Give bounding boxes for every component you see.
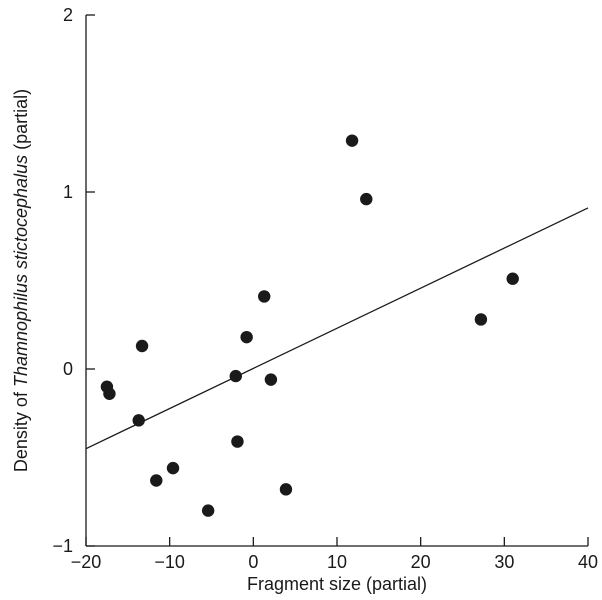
data-point (506, 272, 519, 285)
x-tick-label: 40 (578, 552, 598, 572)
data-point (166, 461, 180, 475)
data-points (100, 134, 519, 517)
y-axis-title-species: Thamnophilus stictocephalus (11, 155, 31, 387)
data-point (345, 134, 359, 147)
x-tick-label: −20 (71, 552, 102, 572)
data-point (258, 290, 271, 303)
data-point (240, 330, 253, 344)
x-tick-label: 30 (494, 552, 514, 572)
data-point (201, 504, 215, 517)
data-point (474, 313, 488, 326)
y-tick-label: 0 (63, 359, 73, 379)
data-point (279, 483, 293, 496)
x-tick-label: 0 (248, 552, 258, 572)
data-point (231, 435, 244, 448)
x-ticks: −20 −10 0 10 20 30 40 (71, 537, 598, 572)
x-tick-label: −10 (154, 552, 185, 572)
data-point (132, 414, 145, 427)
y-axis-title-prefix: Density of (11, 387, 31, 472)
x-tick-label: 20 (411, 552, 431, 572)
x-tick-label: 10 (327, 552, 347, 572)
y-axis-title: Density of Thamnophilus stictocephalus (… (11, 89, 31, 472)
data-point (150, 474, 163, 487)
data-point (229, 369, 242, 383)
y-tick-label: 2 (63, 5, 73, 25)
data-point (103, 387, 116, 400)
y-tick-label: −1 (52, 536, 73, 556)
data-point (360, 192, 373, 206)
x-axis-title: Fragment size (partial) (247, 574, 427, 594)
y-tick-label: 1 (63, 182, 73, 202)
y-axis-title-suffix: (partial) (11, 89, 31, 155)
data-point (135, 339, 149, 353)
y-ticks: −1 0 1 2 (52, 5, 95, 556)
data-point (264, 373, 278, 386)
regression-line (85, 207, 589, 450)
